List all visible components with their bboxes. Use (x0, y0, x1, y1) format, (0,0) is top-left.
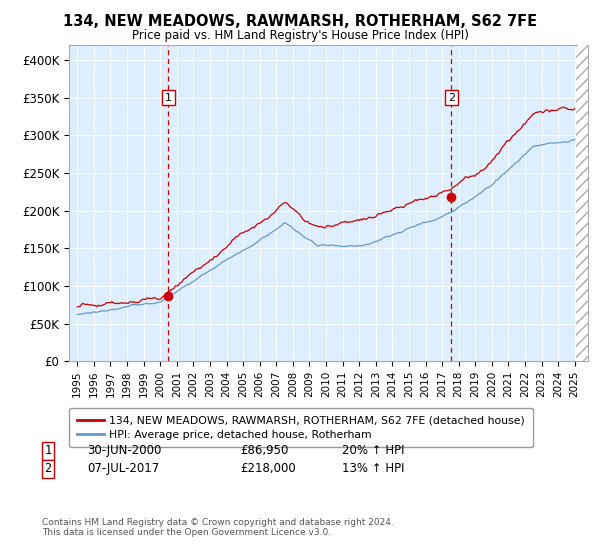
Text: £86,950: £86,950 (240, 444, 289, 458)
Polygon shape (577, 45, 599, 361)
Text: 07-JUL-2017: 07-JUL-2017 (87, 462, 159, 475)
Text: Contains HM Land Registry data © Crown copyright and database right 2024.
This d: Contains HM Land Registry data © Crown c… (42, 518, 394, 538)
Text: 13% ↑ HPI: 13% ↑ HPI (342, 462, 404, 475)
Text: 20% ↑ HPI: 20% ↑ HPI (342, 444, 404, 458)
Legend: 134, NEW MEADOWS, RAWMARSH, ROTHERHAM, S62 7FE (detached house), HPI: Average pr: 134, NEW MEADOWS, RAWMARSH, ROTHERHAM, S… (69, 408, 533, 447)
Text: 30-JUN-2000: 30-JUN-2000 (87, 444, 161, 458)
Text: 1: 1 (165, 92, 172, 102)
Text: 1: 1 (44, 444, 52, 458)
Text: £218,000: £218,000 (240, 462, 296, 475)
Text: 134, NEW MEADOWS, RAWMARSH, ROTHERHAM, S62 7FE: 134, NEW MEADOWS, RAWMARSH, ROTHERHAM, S… (63, 14, 537, 29)
Text: 2: 2 (448, 92, 455, 102)
Text: Price paid vs. HM Land Registry's House Price Index (HPI): Price paid vs. HM Land Registry's House … (131, 29, 469, 42)
Text: 2: 2 (44, 462, 52, 475)
